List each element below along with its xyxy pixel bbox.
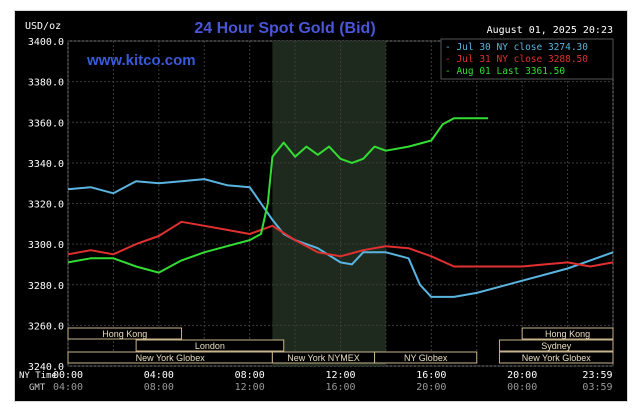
y-axis-label: USD/oz [25,21,61,32]
y-tick-label: 3380.0 [28,78,64,89]
y-tick-label: 3340.0 [28,159,64,170]
x-tick-label-ny: 08:00 [235,370,265,381]
x-tick-label-gmt: 12:00 [235,382,265,393]
x-tick-label-ny: 23:59 [582,370,612,381]
y-tick-label: 3300.0 [28,240,64,251]
chart-title: 24 Hour Spot Gold (Bid) [194,20,375,37]
legend-entry: - Aug 01 Last 3361.50 [445,66,565,77]
y-tick-label: 3280.0 [28,281,64,292]
legend-entry: - Jul 31 NY close 3288.50 [445,54,588,65]
y-tick-label: 3360.0 [28,118,64,129]
watermark: www.kitco.com [86,52,196,69]
x-tick-label-gmt: 03:59 [582,382,612,393]
market-label: Sydney [541,341,572,351]
x-row-label-gmt: GMT [29,383,46,393]
x-tick-label-gmt: 04:00 [53,382,83,393]
x-tick-label-ny: 12:00 [325,370,355,381]
x-tick-label-gmt: 00:00 [507,382,537,393]
x-tick-label-gmt: 08:00 [144,382,174,393]
market-label: Hong Kong [102,329,147,339]
market-box [374,351,478,364]
market-box [521,327,614,340]
series-line-0 [67,178,614,298]
market-label: New York NYMEX [287,353,360,363]
x-tick-label-ny: 04:00 [144,370,174,381]
y-tick-label: 3320.0 [28,200,64,211]
x-tick-label-gmt: 16:00 [325,382,355,393]
market-box [135,339,285,352]
series-line-2 [67,117,489,274]
market-box [67,327,183,340]
market-label: Hong Kong [545,329,590,339]
market-box [498,339,614,352]
market-box [498,351,614,364]
x-tick-label-ny: 00:00 [53,370,83,381]
y-tick-label: 3240.0 [28,362,64,373]
legend-box [440,38,614,80]
x-row-label-ny: NY Time [19,371,57,381]
x-tick-label-ny: 16:00 [416,370,446,381]
y-tick-label: 3400.0 [28,37,64,48]
date-label: August 01, 2025 20:23 [487,25,613,36]
series-line-1 [67,220,614,268]
chart-svg: Hong Kong London New York Globex New York N… [15,11,627,401]
x-tick-label-gmt: 20:00 [416,382,446,393]
market-label: New York Globex [522,353,592,363]
market-label: NY Globex [404,353,448,363]
gold-chart: Hong Kong London New York Globex New York N… [14,10,628,402]
market-label: London [195,341,225,351]
market-label: New York Globex [136,353,206,363]
x-tick-label-ny: 20:00 [507,370,537,381]
legend-entry: - Jul 30 NY close 3274.30 [445,42,588,53]
y-tick-label: 3260.0 [28,321,64,332]
